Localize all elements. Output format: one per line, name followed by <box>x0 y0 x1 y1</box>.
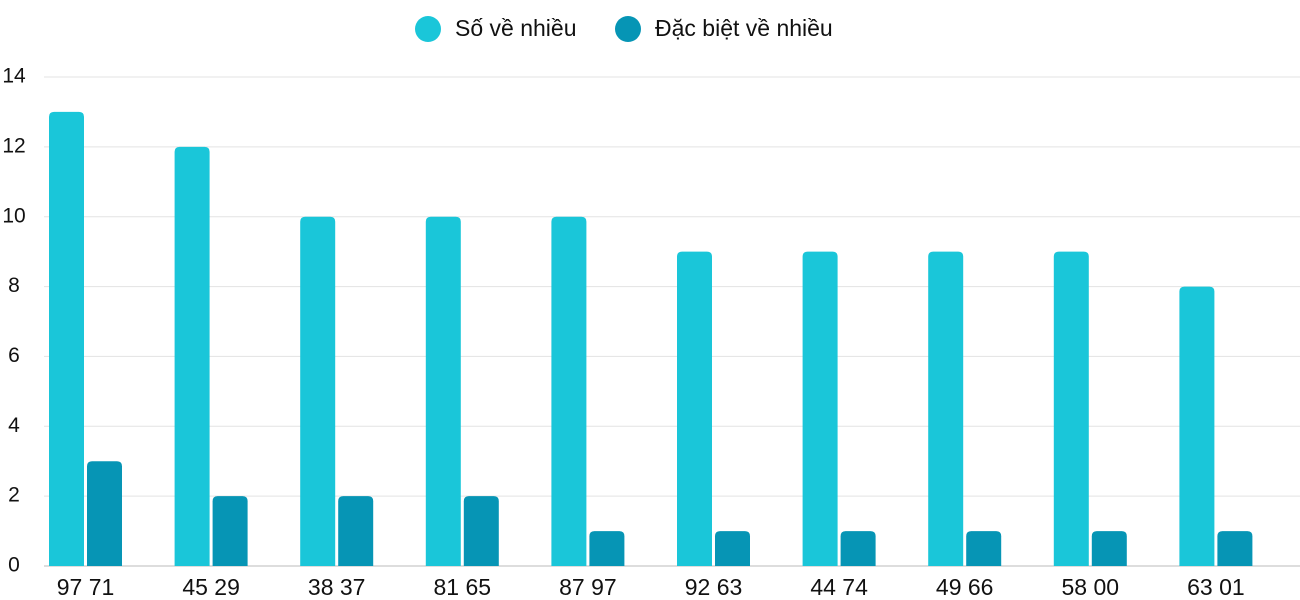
bar <box>174 146 210 566</box>
x-tick-label: 49 66 <box>936 574 994 600</box>
bar <box>966 531 1002 566</box>
y-tick-label: 2 <box>8 484 20 507</box>
legend-label: Số về nhiều <box>455 15 576 41</box>
y-tick-label: 6 <box>8 344 20 367</box>
x-tick-label: 45 29 <box>182 574 240 600</box>
bar <box>802 251 838 566</box>
bar <box>715 531 750 566</box>
y-tick-label: 8 <box>8 274 20 297</box>
y-tick-label: 12 <box>2 134 25 157</box>
bar <box>338 496 374 566</box>
x-tick-label: 38 37 <box>308 574 366 600</box>
bar <box>1179 286 1215 566</box>
bar <box>1053 251 1089 566</box>
bar <box>677 251 712 566</box>
y-tick-label: 0 <box>8 554 20 577</box>
bar <box>840 531 876 566</box>
x-tick-label: 81 65 <box>434 574 492 600</box>
x-tick-label: 63 01 <box>1187 574 1245 600</box>
bar <box>551 216 587 566</box>
y-tick-label: 14 <box>2 65 26 88</box>
x-tick-label: 58 00 <box>1062 574 1120 600</box>
legend-marker <box>415 16 441 42</box>
bar <box>49 111 84 566</box>
bar <box>212 496 248 566</box>
bar <box>300 216 336 566</box>
y-tick-label: 4 <box>8 414 20 437</box>
x-tick-label: 44 74 <box>810 574 868 600</box>
bar <box>1091 531 1127 566</box>
bar <box>928 251 964 566</box>
x-tick-label: 87 97 <box>559 574 617 600</box>
bar <box>1217 531 1253 566</box>
legend-marker <box>615 16 641 42</box>
legend-label: Đặc biệt về nhiều <box>655 15 833 41</box>
x-tick-label: 97 71 <box>57 574 115 600</box>
bar <box>463 496 499 566</box>
bar <box>425 216 461 566</box>
bar <box>87 461 122 566</box>
y-tick-label: 10 <box>2 204 25 227</box>
bar <box>589 531 625 566</box>
x-tick-label: 92 63 <box>685 574 743 600</box>
